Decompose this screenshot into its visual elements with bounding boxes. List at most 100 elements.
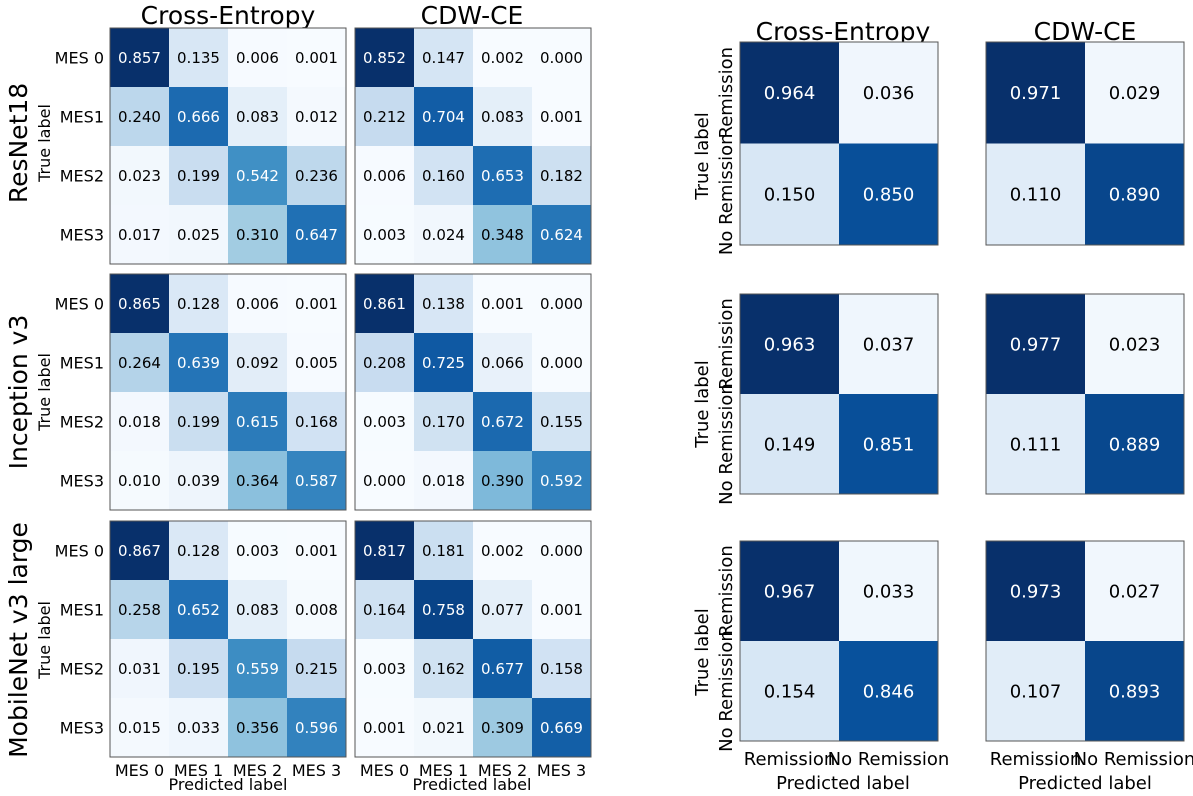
matrix-cell (287, 333, 347, 393)
matrix-cell (839, 541, 939, 642)
matrix-cell (169, 333, 229, 393)
cell-value-label: 0.967 (764, 581, 816, 602)
cell-value-label: 0.006 (236, 49, 279, 67)
matrix-cell (1085, 394, 1185, 495)
x-tick-label: Remission (990, 749, 1082, 770)
matrix-cell (414, 87, 474, 147)
matrix-cell (169, 451, 229, 511)
y-tick-label: MES1 (60, 354, 104, 373)
matrix-cell (473, 28, 533, 88)
matrix-cell (110, 580, 170, 640)
matrix-frame (354, 520, 592, 758)
cell-value-label: 0.890 (1109, 185, 1161, 206)
y-tick-label: MES3 (60, 719, 104, 738)
cell-value-label: 0.015 (118, 719, 161, 737)
matrix-cell (110, 451, 170, 511)
cell-value-label: 0.170 (422, 413, 465, 431)
matrix-cell (986, 641, 1086, 742)
x-tick-label: MES 1 (174, 761, 223, 780)
x-tick-label: No Remission (1074, 749, 1193, 770)
matrix-frame (739, 540, 939, 742)
matrix-cell (414, 205, 474, 265)
matrix-cell (414, 451, 474, 511)
matrix-cell (839, 394, 939, 495)
cell-value-label: 0.000 (540, 49, 583, 67)
matrix-cell (532, 28, 592, 88)
matrix-cell (110, 28, 170, 88)
cell-value-label: 0.033 (863, 581, 915, 602)
cell-value-label: 0.364 (236, 472, 279, 490)
cell-value-label: 0.973 (1010, 581, 1062, 602)
cell-value-label: 0.624 (540, 226, 583, 244)
cell-value-label: 0.758 (422, 601, 465, 619)
matrix-cell (169, 698, 229, 758)
cell-value-label: 0.001 (295, 49, 338, 67)
cell-value-label: 0.587 (295, 472, 338, 490)
right-column-title-cross-entropy: Cross-Entropy (756, 17, 931, 46)
cell-value-label: 0.150 (764, 185, 816, 206)
matrix-cell (287, 274, 347, 334)
cell-value-label: 0.001 (363, 719, 406, 737)
cell-value-label: 0.111 (1010, 434, 1062, 455)
cell-value-label: 0.001 (481, 295, 524, 313)
matrix-cell (110, 698, 170, 758)
matrix-cell (532, 205, 592, 265)
cell-value-label: 0.066 (481, 354, 524, 372)
cell-value-label: 0.002 (481, 542, 524, 560)
matrix-cell (414, 392, 474, 452)
matrix-cell (532, 274, 592, 334)
cell-value-label: 0.025 (177, 226, 220, 244)
mes-ylabel-resnet18: True label (35, 104, 54, 183)
cell-value-label: 0.861 (363, 295, 406, 313)
matrix-cell (986, 143, 1086, 246)
matrix-cell (169, 205, 229, 265)
cell-value-label: 0.258 (118, 601, 161, 619)
matrix-cell (532, 521, 592, 581)
matrix-cell (1085, 143, 1185, 246)
matrix-cell (473, 205, 533, 265)
confusion-matrix: 0.865 0.128 0.006 0.001 0.264 0.639 0.092 0.005… (55, 273, 347, 511)
cell-value-label: 0.977 (1010, 334, 1062, 355)
matrix-cell (414, 333, 474, 393)
cell-value-label: 0.647 (295, 226, 338, 244)
matrix-cell (287, 521, 347, 581)
matrix-cell (986, 42, 1086, 144)
matrix-frame (109, 273, 347, 511)
matrix-cell (986, 394, 1086, 495)
matrix-cell (473, 521, 533, 581)
cell-value-label: 0.199 (177, 413, 220, 431)
cell-value-label: 0.012 (295, 108, 338, 126)
matrix-cell (473, 451, 533, 511)
row-group-label-inception-v3: Inception v3 (4, 315, 33, 470)
cell-value-label: 0.003 (363, 413, 406, 431)
cell-value-label: 0.356 (236, 719, 279, 737)
matrix-cell (1085, 541, 1185, 642)
matrix-cell (355, 333, 415, 393)
cell-value-label: 0.003 (363, 660, 406, 678)
matrix-cell (473, 698, 533, 758)
matrix-cell (532, 146, 592, 206)
binary-ylabel-inception-v3: True label (692, 360, 713, 449)
cell-value-label: 0.033 (177, 719, 220, 737)
cell-value-label: 0.182 (540, 167, 583, 185)
cell-value-label: 0.024 (422, 226, 465, 244)
y-tick-label: MES3 (60, 226, 104, 245)
cell-value-label: 0.149 (764, 434, 816, 455)
x-tick-label: MES 3 (537, 761, 586, 780)
matrix-cell (473, 392, 533, 452)
matrix-cell (228, 28, 288, 88)
matrix-cell (473, 274, 533, 334)
cell-value-label: 0.023 (118, 167, 161, 185)
x-tick-label: MES 2 (478, 761, 527, 780)
cell-value-label: 0.162 (422, 660, 465, 678)
right-column-title-cdw-ce: CDW-CE (1034, 17, 1137, 46)
cell-value-label: 0.164 (363, 601, 406, 619)
matrix-cell (228, 639, 288, 699)
cell-value-label: 0.031 (118, 660, 161, 678)
cell-value-label: 0.212 (363, 108, 406, 126)
matrix-frame (985, 41, 1185, 246)
mes-ylabel-mobilenet-v3-large: True label (35, 601, 54, 680)
matrix-cell (473, 333, 533, 393)
matrix-cell (1085, 294, 1185, 395)
